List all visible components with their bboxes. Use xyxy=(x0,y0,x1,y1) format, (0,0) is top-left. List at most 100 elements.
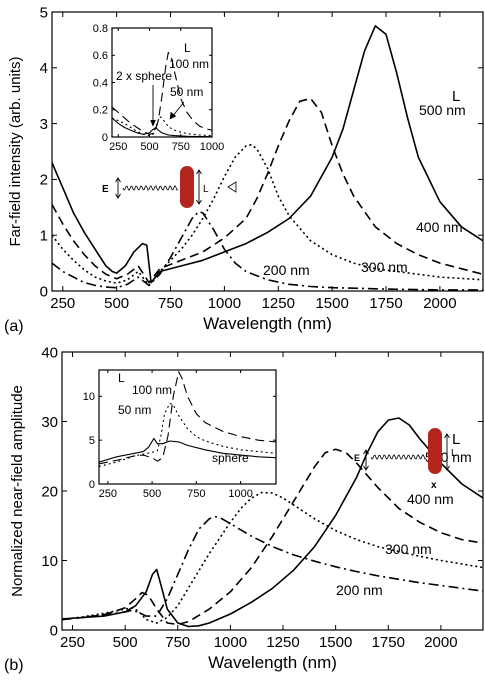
panel-a-inset-xtick-label: 750 xyxy=(172,141,190,153)
panel-a-inset-ytick-label: 0.4 xyxy=(93,77,108,89)
probe-point-label: x xyxy=(431,480,437,491)
inset-a-sphere-arrow-head xyxy=(150,119,156,127)
panel-b-ytick-label: 30 xyxy=(41,414,58,431)
panel-a-xlabel: Wavelength (nm) xyxy=(203,314,332,333)
panel-a-legend-400-nm: 400 nm xyxy=(416,219,463,235)
panel-a-ytick-label: 0 xyxy=(40,283,48,300)
panel-a-xtick-label: 750 xyxy=(158,295,183,312)
panel-a-xtick-label: 1000 xyxy=(208,295,241,312)
panel-b-xtick-label: 2000 xyxy=(424,634,457,651)
panel-a-legend-300-nm: 300 nm xyxy=(361,259,408,275)
panel-b-inset-series-100-nm xyxy=(99,371,276,465)
panel-b-schematic: E Lx xyxy=(354,428,457,491)
panel-b-xtick-label: 250 xyxy=(60,634,85,651)
panel-b-series-group xyxy=(62,417,483,628)
inset-a-label-100nm: 100 nm xyxy=(169,57,209,71)
panel-a-inset-ytick-label: 0 xyxy=(102,132,108,144)
panel-a-inset-ytick-label: 0.8 xyxy=(93,23,108,35)
panel-a-xtick-label: 1250 xyxy=(262,295,295,312)
panel-b-xlabel: Wavelength (nm) xyxy=(208,653,337,672)
e-field-arrow-head-top xyxy=(115,177,121,183)
panel-b-xtick-label: 1500 xyxy=(319,634,352,651)
length-arrow-head-top xyxy=(444,433,450,439)
panel-a-inset-series-100-nm xyxy=(112,51,212,135)
panel-b-legend-300-nm: 300 nm xyxy=(385,541,432,557)
panel-a-legend-header: L xyxy=(452,88,460,105)
panel-b-inset-axes: 250 500 750 1000 0 5 10 xyxy=(83,369,277,500)
panel-a-series-300-nm xyxy=(52,144,483,287)
panel-a-xtick-label: 500 xyxy=(104,295,129,312)
panel-b-legend-header: L xyxy=(452,431,460,448)
panel-a-ytick-label: 1 xyxy=(40,227,48,244)
panel-b-inset-labels: L 100 nm 50 nm sphere xyxy=(118,371,249,465)
panel-b-label: (b) xyxy=(4,657,24,674)
panel-b-ytick-label: 40 xyxy=(41,344,58,361)
panel-b-inset-xtick-label: 500 xyxy=(143,488,161,500)
panel-a-ytick-label: 5 xyxy=(40,4,48,21)
length-label: L xyxy=(451,448,457,459)
panel-b-xtick-label: 1000 xyxy=(214,634,247,651)
panel-b-inset-series-50-nm xyxy=(99,402,276,468)
panel-b-xtick-label: 750 xyxy=(165,634,190,651)
inset-b-label-50nm: 50 nm xyxy=(118,403,151,417)
panel-a-xtick-label: 1500 xyxy=(315,295,348,312)
panel-a-inset-ytick-label: 0.2 xyxy=(93,105,108,117)
inset-b-legend-header: L xyxy=(118,371,125,385)
panel-a-inset-frame xyxy=(111,27,213,138)
length-label: L xyxy=(203,184,209,195)
length-arrow-head-bottom xyxy=(196,199,202,205)
panel-a-inset-axes: 250 500 750 1000 0 0.2 0.4 0.6 0.8 xyxy=(93,23,225,153)
inset-a-label-sphere: 2 x sphere xyxy=(116,69,172,83)
inset-a-50nm-arrow-head xyxy=(169,111,177,120)
e-field-arrow-head-bottom xyxy=(363,465,369,471)
incident-wave xyxy=(370,454,427,460)
inset-a-legend-header: L xyxy=(184,41,191,55)
panel-b-inset-series-sphere xyxy=(99,437,276,463)
panel-a-xtick-label: 1750 xyxy=(369,295,402,312)
panel-b-ytick-label: 20 xyxy=(41,483,58,500)
panel-a-ytick-label: 4 xyxy=(40,60,48,77)
panel-b-xtick-label: 1250 xyxy=(266,634,299,651)
panel-b-inset-ytick-label: 10 xyxy=(83,391,95,403)
inset-b-label-100nm: 100 nm xyxy=(132,383,172,397)
panel-a-series-group xyxy=(52,25,483,291)
panel-a-xtick-label: 250 xyxy=(50,295,75,312)
e-field-label: E xyxy=(354,453,360,463)
e-field-label: E xyxy=(102,184,109,195)
panel-a-legend-500-nm: 500 nm xyxy=(419,102,466,118)
small-marker xyxy=(227,181,237,193)
panel-a-ytick-label: 2 xyxy=(40,172,48,189)
panel-a-label: (a) xyxy=(4,318,24,335)
panel-b-inset-xtick-label: 250 xyxy=(99,488,117,500)
panel-a-inset-series-2-x-sphere xyxy=(112,117,212,137)
panel-a-inset-series-50-nm xyxy=(112,116,212,137)
incident-wave xyxy=(122,185,179,191)
panel-b-inset-ytick-label: 5 xyxy=(89,435,95,447)
panel-b-inset-xtick-label: 750 xyxy=(187,488,205,500)
inset-b-label-sphere: sphere xyxy=(212,451,249,465)
panel-a-inset-ytick-label: 0.6 xyxy=(93,50,108,62)
panel-b-ylabel: Normalized near-field amplitude xyxy=(9,385,26,597)
panel-a-ylabel: Far-field intensity (arb. units) xyxy=(7,56,24,246)
panel-a-inset-labels: L 100 nm 50 nm 2 x sphere xyxy=(116,41,209,127)
panel-b-inset-ytick-label: 0 xyxy=(89,479,95,491)
panel-a-series-500-nm xyxy=(52,25,483,284)
panel-b-series-300-nm xyxy=(62,491,483,624)
length-arrow-head-top xyxy=(196,169,202,175)
panel-a-ytick-label: 3 xyxy=(40,116,48,133)
panel-b-legend-400-nm: 400 nm xyxy=(407,491,454,507)
panel-b-ytick-label: 0 xyxy=(50,622,58,639)
panel-a-inset-xtick-label: 500 xyxy=(140,141,158,153)
panel-a-legend-200-nm: 200 nm xyxy=(263,262,310,278)
panel-b-legend-200-nm: 200 nm xyxy=(336,582,383,598)
panel-b-ytick-label: 10 xyxy=(41,553,58,570)
e-field-arrow-head-top xyxy=(363,449,369,455)
panel-b-inset-series-group xyxy=(99,371,276,468)
panel-a-inset-xtick-label: 1000 xyxy=(200,141,224,153)
panel-a-xtick-label: 2000 xyxy=(423,295,456,312)
panel-b-inset-frame xyxy=(98,369,277,485)
panel-a-inset-series-group xyxy=(112,51,212,137)
e-field-arrow-head-bottom xyxy=(115,193,121,199)
panel-a-inset-xtick-label: 250 xyxy=(109,141,127,153)
